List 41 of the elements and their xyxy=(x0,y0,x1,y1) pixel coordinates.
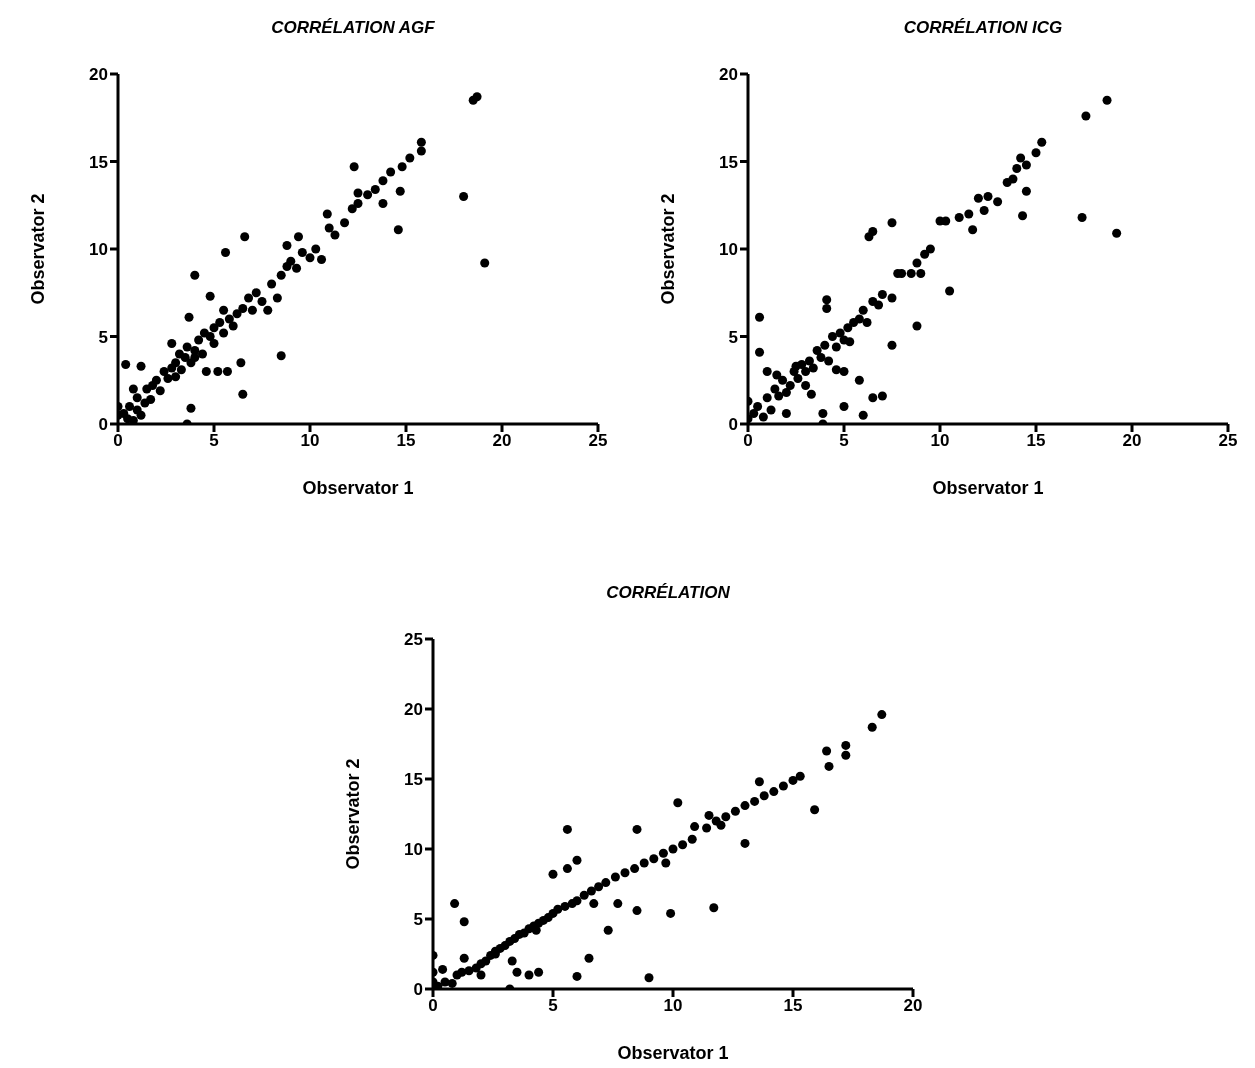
x-tick-label: 20 xyxy=(1122,431,1142,451)
y-tick-label: 25 xyxy=(404,630,423,650)
chart-title: CORRÉLATION AGF xyxy=(270,18,436,39)
x-tick-label: 20 xyxy=(492,431,512,451)
y-tick-label: 5 xyxy=(413,910,423,930)
x-tick-label: 15 xyxy=(783,996,803,1016)
y-axis-title: Observator 2 xyxy=(658,193,679,305)
chart-title: CORRÉLATION ICG xyxy=(902,18,1064,39)
y-tick-label: 0 xyxy=(728,415,738,435)
x-tick-label: 10 xyxy=(300,431,320,451)
y-tick-label: 10 xyxy=(719,240,738,260)
y-axis-title: Observator 2 xyxy=(28,193,49,305)
y-tick-label: 10 xyxy=(404,840,423,860)
x-tick-label: 5 xyxy=(839,431,849,451)
y-tick-label: 10 xyxy=(89,240,108,260)
x-tick-label: 10 xyxy=(663,996,683,1016)
y-tick-label: 0 xyxy=(413,980,423,1000)
y-tick-label: 20 xyxy=(404,700,423,720)
x-tick-label: 0 xyxy=(428,996,438,1016)
x-axis-title: Observator 1 xyxy=(302,478,414,498)
chart-title: CORRÉLATION xyxy=(605,583,731,604)
x-tick-label: 20 xyxy=(903,996,923,1016)
x-axis-title: Observator 1 xyxy=(617,1043,729,1063)
x-tick-label: 15 xyxy=(1026,431,1046,451)
y-tick-label: 0 xyxy=(98,415,108,435)
y-tick-label: 15 xyxy=(719,152,738,172)
y-axis-title: Observator 2 xyxy=(343,758,364,870)
x-axis-title: Observator 1 xyxy=(932,478,1044,498)
y-tick-label: 15 xyxy=(404,770,423,790)
x-tick-label: 10 xyxy=(930,431,950,451)
x-tick-label: 5 xyxy=(548,996,558,1016)
x-tick-label: 25 xyxy=(588,431,608,451)
y-tick-label: 20 xyxy=(719,65,738,85)
y-tick-label: 5 xyxy=(728,327,738,347)
y-tick-label: 15 xyxy=(89,152,108,172)
y-tick-label: 5 xyxy=(98,327,108,347)
x-tick-label: 0 xyxy=(113,431,123,451)
y-tick-label: 20 xyxy=(89,65,108,85)
x-tick-label: 25 xyxy=(1218,431,1238,451)
x-tick-label: 0 xyxy=(743,431,753,451)
x-tick-label: 5 xyxy=(209,431,219,451)
